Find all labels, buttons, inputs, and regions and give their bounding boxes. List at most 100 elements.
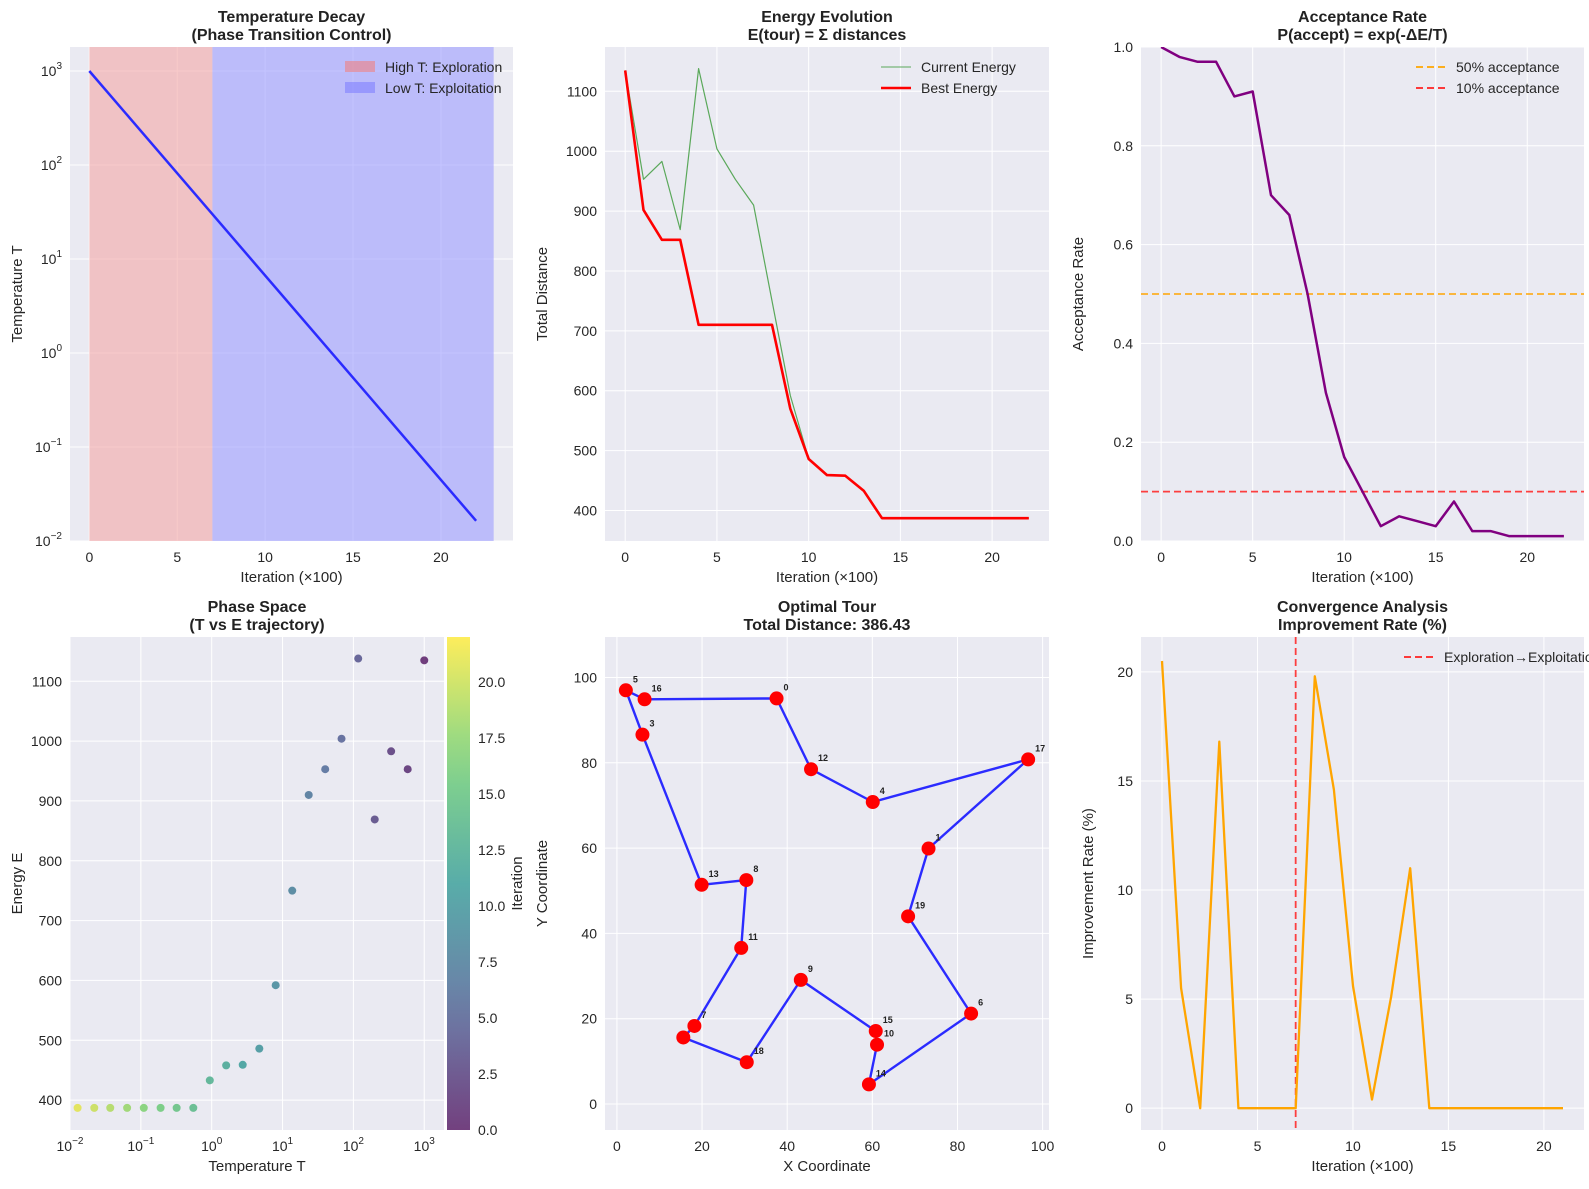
x-tick-label: 5 [173, 549, 181, 565]
colorbar-tick-label: 15.0 [478, 786, 505, 802]
scatter-point [123, 1103, 132, 1112]
x-tick-label: 20 [433, 549, 449, 565]
scatter-point [222, 1061, 231, 1070]
city-marker [804, 762, 819, 777]
scatter-point [238, 1060, 247, 1069]
x-tick-label: 100 [1031, 1138, 1055, 1154]
city-marker [734, 940, 749, 955]
panel-p4: 10−2 10−1 100 101 102 103 400 500 600 700 800 900 10… [9, 599, 526, 1175]
city-marker [870, 1037, 885, 1052]
x-tick-label: 60 [865, 1138, 881, 1154]
scatter-point [189, 1103, 198, 1112]
scatter-point [321, 765, 330, 774]
y-tick-label: 10 [1117, 882, 1133, 898]
y-tick-label: 1100 [567, 83, 597, 99]
scatter-point [271, 981, 280, 990]
scatter-point [288, 886, 297, 895]
legend-swatch [345, 61, 375, 72]
city-label: 0 [784, 682, 789, 692]
city-label: 13 [709, 869, 719, 879]
series-line-1 [1160, 47, 1564, 538]
y-axis-label: Acceptance Rate [1070, 237, 1087, 351]
scatter-point [370, 815, 379, 824]
scatter-point [156, 1103, 165, 1112]
y-tick-label: 101 [41, 249, 63, 267]
x-tick-label: 10 [1336, 549, 1352, 565]
city-label: 3 [649, 719, 654, 729]
colorbar-tick-label: 5.0 [478, 1010, 498, 1026]
x-tick-label: 100 [201, 1136, 223, 1154]
x-tick-label: 15 [1428, 549, 1444, 565]
city-marker [901, 909, 916, 924]
city-label: 9 [808, 964, 813, 974]
plot-layer [1160, 637, 1563, 1130]
y-tick-label: 20 [581, 1011, 597, 1027]
x-tick-label: 10 [257, 549, 273, 565]
y-tick-label: 400 [39, 1092, 63, 1108]
plot-layer [88, 47, 494, 541]
x-tick-label: 0 [85, 549, 93, 565]
colorbar-tick-label: 20.0 [478, 674, 505, 690]
chart-title: Acceptance Rate [1298, 9, 1427, 26]
chart-title: Temperature Decay [218, 9, 365, 26]
scatter-point [73, 1103, 82, 1112]
legend-label: Current Energy [921, 59, 1016, 75]
y-tick-label: 10−2 [35, 531, 62, 549]
colorbar-tick-label: 2.5 [478, 1066, 498, 1082]
x-tick-label: 5 [1254, 1138, 1262, 1154]
y-tick-label: 800 [39, 853, 63, 869]
plot-layer [1141, 47, 1584, 538]
city-label: 8 [753, 864, 758, 874]
city-marker [618, 683, 633, 698]
y-axis-label: Energy E [9, 853, 26, 915]
x-tick-label: 20 [984, 549, 1000, 565]
y-axis-label: Y Coordinate [534, 840, 551, 927]
x-tick-label: 10 [801, 549, 817, 565]
chart-title: Improvement Rate (%) [1278, 617, 1447, 634]
chart-title: P(accept) = exp(-ΔE/T) [1277, 27, 1447, 44]
x-tick-label: 5 [713, 549, 721, 565]
scatter-point [139, 1103, 148, 1112]
legend-label: Exploration→Exploitation [1444, 649, 1589, 665]
x-tick-label: 5 [1249, 549, 1257, 565]
x-tick-label: 0 [1157, 549, 1165, 565]
y-tick-label: 15 [1117, 773, 1133, 789]
scatter-point [255, 1044, 264, 1053]
y-tick-label: 10−1 [35, 437, 62, 455]
x-tick-label: 20 [694, 1138, 710, 1154]
scatter-point [106, 1103, 115, 1112]
y-tick-label: 0 [1125, 1100, 1133, 1116]
city-label: 17 [1035, 743, 1045, 753]
y-tick-label: 500 [574, 443, 598, 459]
city-label: 12 [818, 753, 828, 763]
y-tick-label: 1000 [31, 733, 62, 749]
city-marker [635, 727, 650, 742]
y-tick-label: 102 [41, 155, 63, 173]
scatter-point [403, 765, 412, 774]
x-tick-label: 15 [1441, 1138, 1457, 1154]
y-axis-label: Temperature T [9, 245, 26, 342]
scatter-point [420, 656, 429, 665]
x-tick-label: 15 [345, 549, 361, 565]
y-tick-label: 900 [39, 793, 63, 809]
y-tick-label: 1000 [566, 143, 597, 159]
city-label: 6 [978, 998, 983, 1008]
chart-title: E(tour) = Σ distances [748, 27, 907, 44]
x-tick-label: 0 [613, 1138, 621, 1154]
panel-p2: 0 5 10 15 20 400 500 600 700 800 900 1000 1100 Iterat… [534, 9, 1049, 586]
x-tick-label: 10−1 [127, 1136, 154, 1154]
city-label: 19 [915, 900, 925, 910]
y-tick-label: 0.8 [1114, 138, 1134, 154]
x-tick-label: 0 [1158, 1138, 1166, 1154]
x-tick-label: 102 [343, 1136, 365, 1154]
city-marker [687, 1018, 702, 1033]
y-tick-label: 0 [589, 1096, 597, 1112]
scatter-point [387, 747, 396, 756]
plot-area [1141, 637, 1584, 1130]
city-marker [694, 877, 709, 892]
y-tick-label: 0.6 [1114, 237, 1134, 253]
y-tick-label: 700 [574, 323, 598, 339]
colorbar-tick-label: 0.0 [478, 1122, 498, 1138]
y-tick-label: 1100 [32, 673, 62, 689]
